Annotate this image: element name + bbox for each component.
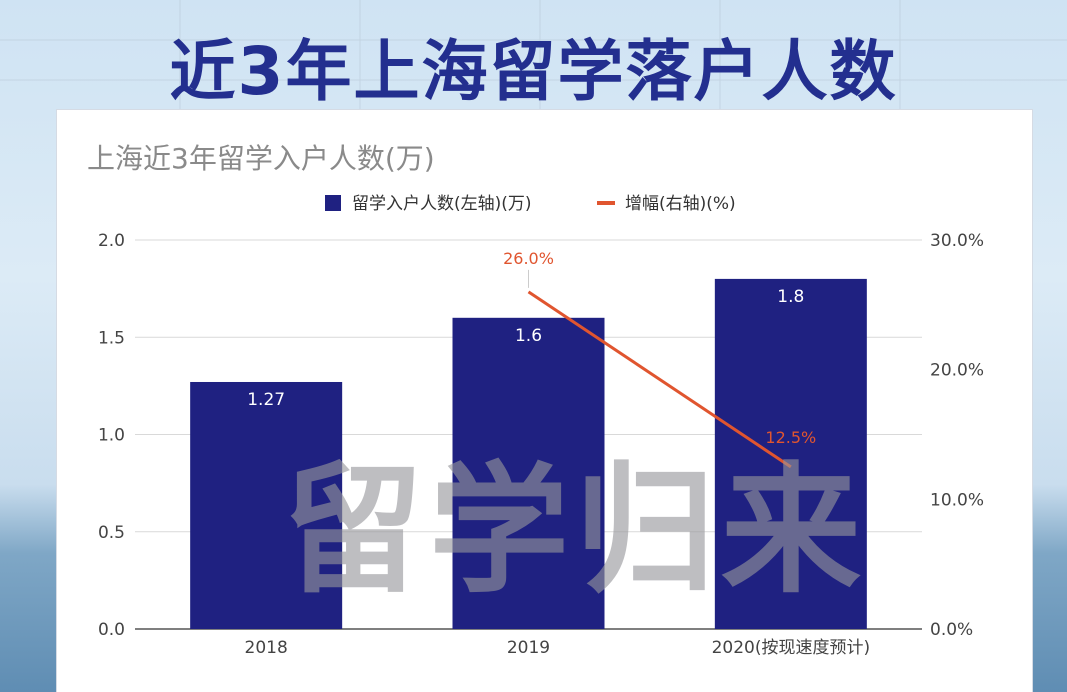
y-right-tick-label: 10.0% <box>930 490 984 510</box>
bar <box>714 278 867 629</box>
y-left-tick-label: 2.0 <box>98 231 125 251</box>
growth-line <box>527 290 792 469</box>
bar <box>190 381 343 629</box>
y-left-tick-label: 0.5 <box>98 523 125 543</box>
x-tick-label: 2019 <box>507 638 550 658</box>
x-tick-label: 2020(按现速度预计) <box>712 638 871 658</box>
y-left-tick-label: 0.0 <box>98 620 125 640</box>
bar <box>452 317 605 629</box>
legend-line-label: 增幅(右轴)(%) <box>625 194 736 214</box>
y-left-tick-label: 1.5 <box>98 328 125 348</box>
chart-card: 上海近3年留学入户人数(万) 留学入户人数(左轴)(万) 增幅(右轴)(%) 0.0 0… <box>57 110 1032 692</box>
x-tick-label: 2018 <box>245 638 288 658</box>
chart-canvas: 上海近3年留学入户人数(万) 留学入户人数(左轴)(万) 增幅(右轴)(%) 0.0 0… <box>87 142 984 658</box>
legend-bar-label: 留学入户人数(左轴)(万) <box>352 194 532 214</box>
y-right-tick-label: 0.0% <box>930 620 973 640</box>
y-left-tick-label: 1.0 <box>98 426 125 446</box>
legend-bar-swatch <box>325 195 341 211</box>
chart-title: 上海近3年留学入户人数(万) <box>87 142 435 175</box>
growth-value-label: 26.0% <box>503 249 554 268</box>
growth-value-label: 12.5% <box>765 428 816 447</box>
bar-value-label: 1.6 <box>515 326 542 346</box>
y-right-tick-label: 20.0% <box>930 361 984 381</box>
bar-value-label: 1.27 <box>247 390 285 410</box>
banner-title: 近3年上海留学落户人数 <box>169 33 898 110</box>
bar-value-label: 1.8 <box>777 287 804 307</box>
legend-line-swatch <box>597 201 615 205</box>
y-right-tick-label: 30.0% <box>930 231 984 251</box>
